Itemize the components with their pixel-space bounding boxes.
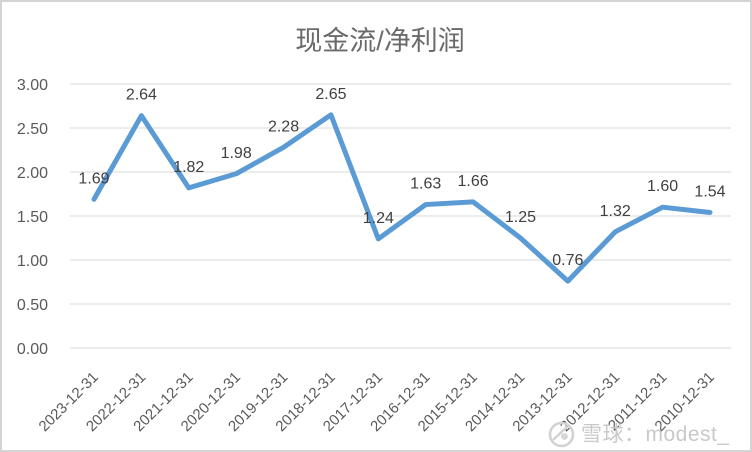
data-point-label: 1.24	[363, 210, 394, 227]
watermark-text: 雪球：modest_	[581, 423, 730, 446]
snowball-logo-icon	[548, 421, 575, 448]
data-point-label: 1.82	[173, 159, 204, 176]
data-point-label: 1.32	[600, 203, 631, 220]
data-point-label: 1.69	[78, 170, 109, 187]
y-axis-tick-label: 0.00	[17, 341, 48, 358]
data-point-label: 1.98	[221, 145, 252, 162]
data-point-label: 2.28	[268, 118, 299, 135]
data-point-label: 2.65	[315, 86, 346, 103]
y-axis-tick-label: 2.00	[17, 165, 48, 182]
data-point-label: 1.54	[694, 183, 725, 200]
chart-title: 现金流/净利润	[295, 26, 465, 56]
watermark: 雪球：modest_	[548, 421, 730, 448]
y-axis-tick-label: 2.50	[17, 121, 48, 138]
data-point-label: 0.76	[552, 252, 583, 269]
y-axis-tick-label: 0.50	[17, 297, 48, 314]
data-point-label: 1.60	[647, 178, 678, 195]
y-axis-tick-label: 1.00	[17, 253, 48, 270]
data-point-label: 1.25	[505, 209, 536, 226]
data-point-label: 1.63	[410, 176, 441, 193]
data-point-label: 1.66	[458, 173, 489, 190]
y-axis-tick-label: 3.00	[17, 77, 48, 94]
series-line	[91, 112, 713, 284]
y-axis-tick-label: 1.50	[17, 209, 48, 226]
data-point-label: 2.64	[126, 87, 157, 104]
